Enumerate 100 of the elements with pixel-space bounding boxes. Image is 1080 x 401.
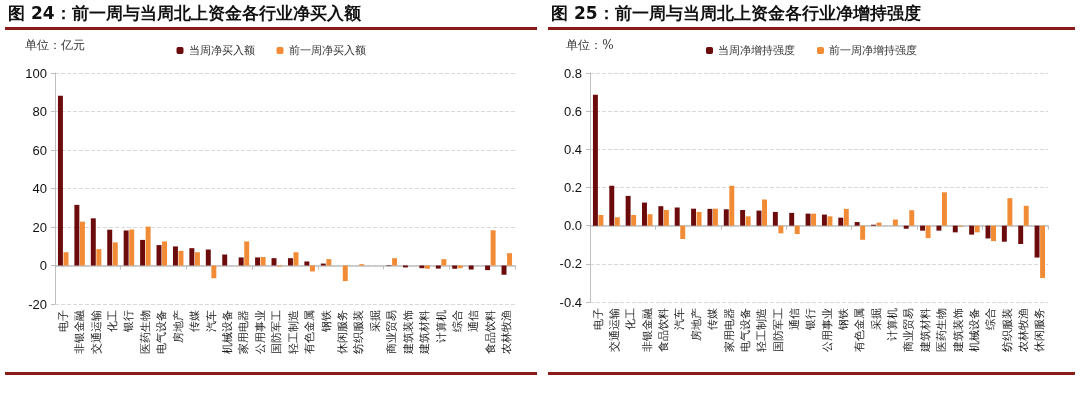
bar	[729, 185, 735, 226]
x-tick-label: 农林牧渔	[1016, 308, 1030, 352]
x-tick-label: 通信	[787, 308, 801, 330]
x-tick-label: 商业贸易	[902, 308, 916, 352]
legend-label: 前一周净增持强度	[829, 44, 917, 57]
x-tick-label: 商业贸易	[385, 310, 399, 354]
x-tick-label: 非银金融	[640, 308, 654, 352]
x-tick-label: 银行	[804, 308, 818, 331]
x-tick-label: 综合	[984, 308, 998, 330]
y-tick-label: 0.0	[563, 218, 582, 234]
x-tick-label: 计算机	[434, 310, 448, 343]
bar	[342, 265, 348, 282]
bar	[925, 225, 931, 239]
bar	[805, 213, 811, 226]
bar	[57, 95, 63, 266]
y-tick-label: 80	[32, 104, 47, 119]
x-tick-label: 休闲服务	[1033, 308, 1047, 352]
bar	[107, 229, 113, 266]
x-tick-label: 银行	[122, 310, 136, 333]
x-tick-label: 钢铁	[837, 308, 851, 331]
bar	[194, 252, 200, 266]
bar	[123, 230, 129, 266]
bar	[969, 225, 975, 235]
bar	[903, 225, 909, 229]
x-tick-label: 钢铁	[319, 310, 333, 333]
bar	[991, 225, 996, 242]
legend-label: 前一周净买入额	[288, 44, 366, 57]
bar	[712, 208, 718, 226]
x-tick-label: 纺织服装	[1000, 308, 1014, 352]
x-tick-label: 建筑装饰	[401, 310, 415, 355]
bar	[696, 211, 702, 226]
bar	[642, 202, 647, 226]
y-tick-label: -0.2	[559, 256, 582, 272]
x-tick-label: 轻工制造	[286, 310, 300, 354]
x-tick-label: 综合	[451, 310, 464, 332]
bar	[1001, 225, 1007, 242]
bar	[189, 248, 195, 266]
bar	[860, 225, 866, 240]
bar	[821, 214, 827, 226]
bar	[1007, 198, 1013, 226]
bar	[326, 259, 332, 266]
x-tick-label: 传媒	[188, 310, 202, 332]
bar	[723, 209, 729, 226]
y-tick-label: 0.6	[563, 103, 582, 119]
bar	[79, 221, 85, 266]
x-tick-label: 国防军工	[270, 310, 284, 354]
x-tick-label: 采掘	[368, 310, 382, 332]
bar	[172, 246, 178, 266]
bar	[941, 192, 947, 226]
bar	[680, 225, 686, 240]
x-tick-label: 医药生物	[138, 310, 152, 354]
x-tick-label: 医药生物	[935, 308, 949, 352]
x-tick-label: 房地产	[689, 308, 703, 341]
y-tick-label: 0.2	[563, 180, 582, 195]
x-tick-label: 采掘	[869, 308, 883, 330]
y-tick-label: 40	[32, 181, 47, 196]
bar	[435, 265, 441, 269]
x-tick-label: 电气设备	[738, 308, 752, 352]
bar	[592, 94, 598, 226]
bar	[304, 261, 310, 266]
x-tick-label: 食品饮料	[657, 308, 671, 352]
bar	[811, 213, 817, 226]
bar	[663, 210, 669, 226]
x-tick-label: 传媒	[706, 308, 720, 330]
y-axis-title: 单位：%	[566, 38, 614, 52]
bar	[827, 216, 833, 226]
x-tick-label: 公用事业	[820, 308, 834, 352]
y-tick-label: 100	[25, 65, 47, 81]
x-tick-label: 建筑装饰	[951, 308, 965, 353]
x-tick-label: 公用事业	[253, 310, 267, 354]
bar	[691, 208, 697, 226]
bar	[238, 257, 244, 266]
bar	[507, 253, 513, 266]
x-tick-label: 计算机	[886, 308, 900, 341]
bar	[892, 219, 898, 226]
bar	[843, 208, 849, 226]
bar	[392, 258, 398, 266]
y-axis-title: 单位：亿元	[25, 38, 85, 52]
bar	[772, 211, 778, 226]
chart-title: 图 25：前一周与当周北上资金各行业净增持强度	[548, 0, 1075, 30]
x-tick-label: 休闲服务	[336, 310, 349, 354]
bar	[625, 195, 631, 226]
bar	[74, 204, 80, 266]
bar	[90, 218, 96, 266]
bar	[260, 257, 266, 266]
x-tick-label: 交通运输	[89, 310, 103, 354]
bar	[140, 239, 146, 266]
y-tick-label: 0.8	[563, 65, 582, 81]
x-tick-label: 化工	[106, 310, 119, 332]
x-tick-label: 通信	[467, 310, 481, 332]
bar	[255, 257, 261, 266]
bar	[778, 225, 784, 234]
y-tick-label: 20	[32, 219, 47, 235]
bar	[490, 230, 496, 266]
legend-label: 当周净买入额	[188, 44, 255, 57]
x-tick-label: 轻工制造	[755, 308, 769, 352]
y-tick-label: 60	[32, 142, 47, 158]
x-tick-label: 机械设备	[967, 308, 981, 352]
x-tick-label: 电子	[56, 310, 70, 332]
bar	[854, 222, 860, 226]
